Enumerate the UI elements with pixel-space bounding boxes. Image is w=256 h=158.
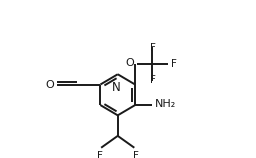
- Text: NH₂: NH₂: [155, 99, 176, 109]
- Text: O: O: [126, 58, 134, 68]
- Text: F: F: [171, 59, 177, 69]
- Text: F: F: [97, 151, 102, 158]
- Text: F: F: [133, 151, 139, 158]
- Text: F: F: [150, 43, 155, 53]
- Text: O: O: [46, 79, 55, 90]
- Text: F: F: [150, 75, 155, 85]
- Text: N: N: [112, 81, 121, 94]
